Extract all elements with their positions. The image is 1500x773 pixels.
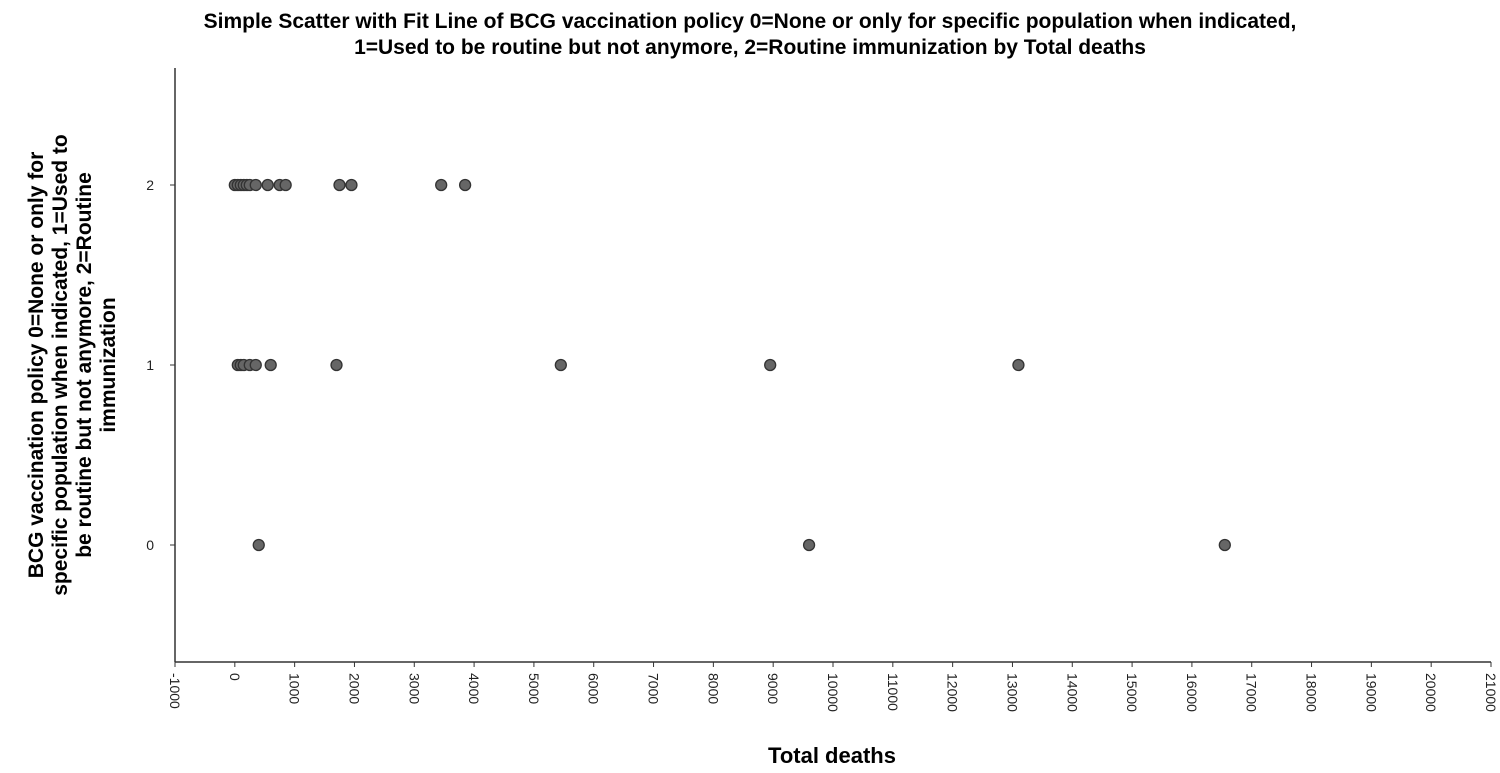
scatter-point	[458, 178, 472, 192]
x-tick-label: -1000	[167, 673, 183, 709]
scatter-point	[1218, 538, 1231, 552]
x-tick-label: 1000	[287, 673, 303, 704]
x-tick-label: 15000	[1124, 673, 1140, 712]
x-tick-label: 5000	[526, 673, 542, 704]
data-points	[228, 178, 1231, 552]
y-tick-label: 1	[146, 357, 154, 373]
y-axis-label-line-1: BCG vaccination policy 0=None or only fo…	[25, 152, 48, 579]
x-tick-label: 21000	[1483, 673, 1499, 712]
scatter-point	[802, 538, 816, 552]
chart-title-line-2: 1=Used to be routine but not anymore, 2=…	[354, 36, 1146, 59]
x-ticks: -1000 0 1000 2000 3000 4000 5000 6000 7000 8000 90…	[167, 662, 1499, 712]
x-tick-label: 3000	[406, 673, 422, 704]
x-tick-label: 14000	[1064, 673, 1080, 712]
y-axis-label-line-2: specific population when indicated, 1=Us…	[49, 134, 72, 596]
chart-title-line-1: Simple Scatter with Fit Line of BCG vacc…	[203, 10, 1297, 33]
y-ticks: 0 1 2	[146, 177, 175, 553]
x-tick-label: 6000	[586, 673, 602, 704]
scatter-point	[330, 358, 343, 372]
scatter-point	[1012, 358, 1025, 372]
scatter-point	[249, 358, 262, 372]
scatter-point	[264, 358, 277, 372]
x-tick-label: 2000	[346, 673, 362, 704]
y-tick-label: 2	[146, 177, 154, 193]
scatter-point	[249, 178, 262, 192]
y-axis-label-line-4: immunization	[97, 297, 120, 432]
scatter-point	[345, 178, 358, 192]
y-tick-label: 0	[146, 537, 154, 553]
x-tick-label: 19000	[1363, 673, 1379, 712]
x-tick-label: 8000	[705, 673, 721, 704]
x-tick-label: 10000	[825, 673, 841, 712]
x-tick-label: 0	[227, 673, 243, 681]
scatter-point	[279, 178, 292, 192]
x-tick-label: 9000	[765, 673, 781, 704]
x-tick-label: 4000	[466, 673, 482, 704]
x-tick-label: 7000	[646, 673, 662, 704]
scatter-point	[435, 178, 448, 192]
x-tick-label: 16000	[1184, 673, 1200, 712]
x-tick-label: 13000	[1004, 673, 1020, 712]
axes	[174, 68, 1491, 663]
x-tick-label: 18000	[1304, 673, 1320, 712]
scatter-point	[261, 178, 274, 192]
scatter-point	[252, 538, 265, 552]
x-axis-label: Total deaths	[768, 743, 896, 768]
x-tick-label: 20000	[1423, 673, 1439, 712]
x-tick-label: 12000	[945, 673, 961, 712]
x-tick-label: 11000	[885, 673, 901, 711]
y-axis-label-line-3: be routine but not anymore, 2=Routine	[73, 172, 96, 558]
scatter-point	[333, 178, 346, 192]
scatter-point	[554, 358, 567, 372]
scatter-point	[764, 358, 777, 372]
x-tick-label: 17000	[1244, 673, 1260, 712]
y-axis-label: BCG vaccination policy 0=None or only fo…	[25, 134, 120, 596]
